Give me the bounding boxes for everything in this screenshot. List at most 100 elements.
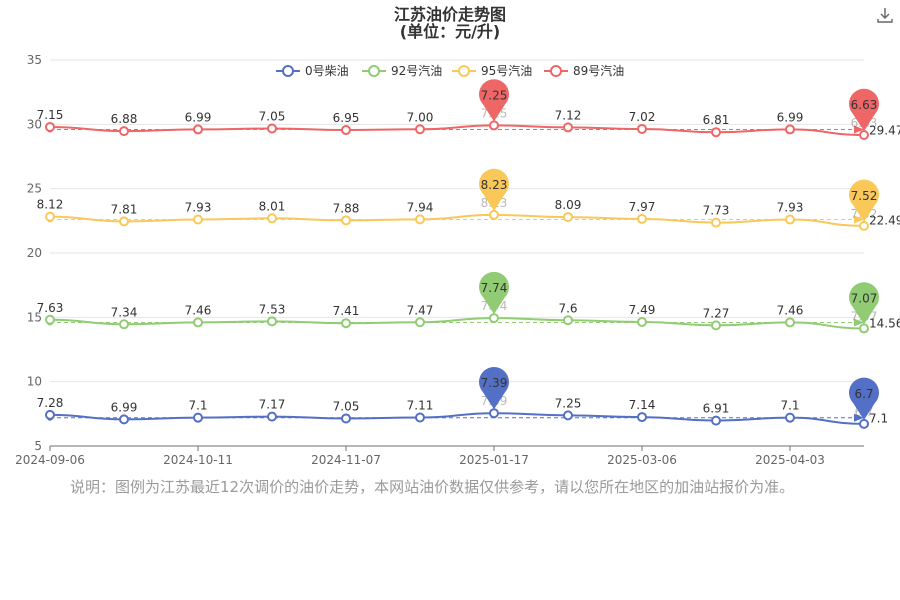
data-label: 6.99 <box>111 400 138 414</box>
min-pin: 6.7 <box>849 377 880 420</box>
data-label: 7.28 <box>37 396 64 410</box>
y-tick-label: 25 <box>27 182 42 196</box>
data-point[interactable] <box>119 216 129 227</box>
average-label: 14.56 <box>869 316 900 330</box>
data-point[interactable] <box>489 313 499 324</box>
data-label: 7.02 <box>629 110 656 124</box>
min-pin: 7.07 <box>849 282 880 325</box>
series-line <box>49 213 865 227</box>
data-point[interactable] <box>563 410 573 421</box>
data-label: 7.93 <box>185 201 212 215</box>
data-point[interactable] <box>193 214 203 225</box>
legend-label: 89号汽油 <box>573 63 624 78</box>
data-point[interactable] <box>341 125 351 136</box>
data-label: 7.17 <box>259 398 286 412</box>
data-label: 8.01 <box>259 199 286 213</box>
data-point[interactable] <box>563 212 573 223</box>
x-axis: 2024-09-06 2024-10-11 2024-11-07 2025-01-17… <box>15 445 864 467</box>
data-label: 6.91 <box>703 402 730 416</box>
data-point[interactable] <box>637 412 647 423</box>
series-line <box>49 317 865 330</box>
min-pin-shape <box>849 377 880 420</box>
data-point[interactable] <box>489 209 499 220</box>
data-point[interactable] <box>785 124 795 135</box>
data-point[interactable] <box>267 316 277 327</box>
chart-note: 说明：图例为江苏最近12次调价的油价走势，本网站油价数据仅供参考，请以您所在地区… <box>70 478 795 496</box>
min-pin-label: 6.63 <box>851 98 878 112</box>
data-point[interactable] <box>341 215 351 226</box>
data-point[interactable] <box>785 214 795 225</box>
data-label: 7.41 <box>333 304 360 318</box>
data-label: 7.88 <box>333 201 360 215</box>
data-point[interactable] <box>267 213 277 224</box>
data-point[interactable] <box>489 120 499 131</box>
legend-marker <box>458 65 470 77</box>
data-label: 7.97 <box>629 200 656 214</box>
data-label: 6.99 <box>777 110 804 124</box>
data-point[interactable] <box>267 123 277 134</box>
data-point[interactable] <box>563 122 573 133</box>
max-pin: 7.25 <box>479 79 509 122</box>
data-point[interactable] <box>119 126 129 137</box>
data-point[interactable] <box>119 414 129 425</box>
data-point[interactable] <box>415 412 425 423</box>
data-point[interactable] <box>415 317 425 328</box>
legend-item[interactable]: 0号柴油 <box>276 64 349 78</box>
data-point[interactable] <box>859 220 869 231</box>
data-point[interactable] <box>637 316 647 327</box>
data-point[interactable] <box>45 314 55 325</box>
data-label: 7.05 <box>333 399 360 413</box>
data-label: 8.09 <box>555 198 582 212</box>
data-point[interactable] <box>859 418 869 429</box>
legend-label: 95号汽油 <box>481 63 532 78</box>
x-tick-label: 2024-09-06 <box>15 453 85 467</box>
average-arrow <box>854 215 864 224</box>
data-point[interactable] <box>711 217 721 228</box>
data-point[interactable] <box>45 211 55 222</box>
y-tick-label: 5 <box>34 439 42 453</box>
data-point[interactable] <box>415 124 425 135</box>
data-label: 7.81 <box>111 202 138 216</box>
data-point[interactable] <box>415 214 425 225</box>
legend[interactable]: 0号柴油 92号汽油 95号汽油 89号汽油 <box>276 63 624 78</box>
data-point[interactable] <box>193 317 203 328</box>
data-point[interactable] <box>637 123 647 134</box>
min-pin-shape <box>849 179 880 222</box>
legend-item[interactable]: 89号汽油 <box>544 63 624 78</box>
min-pin-shape <box>849 282 880 325</box>
legend-item[interactable]: 92号汽油 <box>362 63 442 78</box>
data-point[interactable] <box>193 124 203 135</box>
data-point[interactable] <box>489 408 499 419</box>
data-point[interactable] <box>711 320 721 331</box>
data-point[interactable] <box>785 317 795 328</box>
data-point[interactable] <box>637 213 647 224</box>
x-tick-label: 2025-01-17 <box>459 453 529 467</box>
max-pin-shape <box>479 79 509 122</box>
series-1: 14.56 7.63 7.34 7.46 7.53 7.41 7.47 7.74 7.6 7.49… <box>37 271 900 334</box>
x-tick-label: 2025-03-06 <box>607 453 677 467</box>
data-label: 7.46 <box>185 303 212 317</box>
max-pin-label: 8.23 <box>481 178 508 192</box>
data-point[interactable] <box>45 121 55 132</box>
min-pin-label: 7.07 <box>851 291 878 305</box>
data-label: 7.94 <box>407 200 434 214</box>
data-label: 7.46 <box>777 303 804 317</box>
data-point[interactable] <box>341 413 351 424</box>
data-point[interactable] <box>193 412 203 423</box>
data-point[interactable] <box>785 412 795 423</box>
data-point[interactable] <box>267 411 277 422</box>
data-point[interactable] <box>563 315 573 326</box>
download-icon[interactable] <box>876 6 894 24</box>
data-point[interactable] <box>859 323 869 334</box>
data-point[interactable] <box>711 415 721 426</box>
data-point[interactable] <box>859 129 869 140</box>
data-point[interactable] <box>119 319 129 330</box>
data-label: 7.47 <box>407 303 434 317</box>
data-point[interactable] <box>45 409 55 420</box>
data-point[interactable] <box>711 127 721 138</box>
data-label: 8.12 <box>37 198 64 212</box>
min-pin-shape <box>849 88 879 131</box>
data-point[interactable] <box>341 318 351 329</box>
legend-item[interactable]: 95号汽油 <box>452 63 532 78</box>
max-pin: 8.23 <box>479 168 509 211</box>
